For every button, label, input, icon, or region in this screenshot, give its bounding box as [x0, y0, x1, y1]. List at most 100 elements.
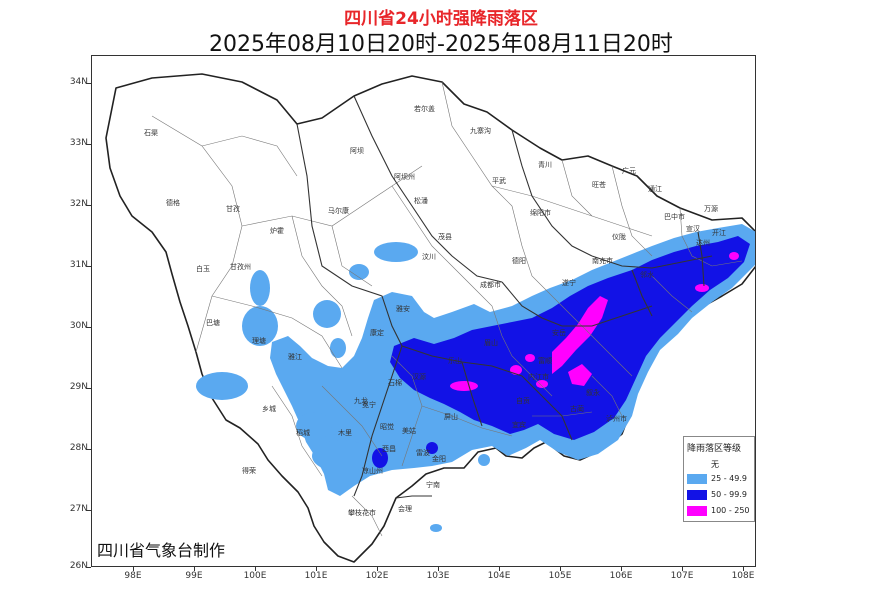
place-label: 汉源: [412, 373, 426, 381]
legend-swatch-50-99: [687, 490, 707, 500]
place-label: 仪陇: [612, 233, 626, 241]
legend-label-none: 无: [711, 460, 719, 469]
place-label: 绵阳市: [530, 209, 551, 217]
lat-label-30N: 30N: [69, 321, 88, 331]
place-label: 富顺: [538, 357, 552, 365]
lat-label-26N: 26N: [69, 561, 88, 571]
place-label: 昭觉: [380, 423, 394, 431]
place-label: 叙永: [586, 389, 600, 397]
place-label: 自贡: [516, 397, 530, 405]
place-label: 阿坝: [350, 147, 364, 155]
lon-label-102E: 102E: [365, 571, 389, 581]
place-label: 安岳: [552, 329, 566, 337]
place-label: 康定: [370, 329, 384, 337]
legend-swatch-100-250: [687, 506, 707, 516]
lat-tick: [87, 567, 91, 568]
place-label: 松潘: [414, 197, 428, 205]
place-label: 眉山: [484, 339, 498, 347]
lat-label-27N: 27N: [69, 504, 88, 514]
lon-tick: [682, 567, 683, 571]
place-label: 美姑: [402, 427, 416, 435]
place-label: 茂县: [438, 233, 452, 241]
place-label: 开江: [712, 229, 726, 237]
legend-label-25-49: 25 - 49.9: [711, 474, 747, 483]
lon-tick: [194, 567, 195, 571]
lat-tick: [87, 83, 91, 84]
legend-swatch-none: [687, 460, 707, 470]
lat-tick: [87, 266, 91, 267]
place-label: 巴塘: [206, 319, 220, 327]
map-title: 四川省24小时强降雨落区: [344, 9, 538, 29]
lon-label-98E: 98E: [124, 571, 142, 581]
place-label: 雅江: [288, 353, 302, 361]
place-label: 甘孜: [226, 205, 240, 213]
place-label: 理塘: [252, 337, 266, 345]
place-label: 旺苍: [592, 181, 606, 189]
place-label: 南充市: [592, 257, 613, 265]
place-label: 石棉: [388, 379, 402, 387]
place-label: 阿坝州: [394, 173, 415, 181]
lat-tick: [87, 388, 91, 389]
producer-credit: 四川省气象台制作: [97, 541, 226, 560]
lon-tick: [499, 567, 500, 571]
place-label: 汶川: [422, 253, 436, 261]
lat-label-29N: 29N: [69, 382, 88, 392]
lat-tick: [87, 205, 91, 206]
place-label: 乡城: [262, 405, 276, 413]
place-label: 乐山: [448, 357, 462, 365]
place-label: 金阳: [432, 455, 446, 463]
place-label: 泸州市: [606, 415, 627, 423]
lon-tick: [743, 567, 744, 571]
place-label: 炉霍: [270, 227, 284, 235]
lon-tick: [316, 567, 317, 571]
lon-tick: [377, 567, 378, 571]
place-label: 九寨沟: [470, 127, 491, 135]
county-boundaries: [151, 81, 743, 537]
place-label: 成都市: [480, 281, 501, 289]
lon-label-103E: 103E: [426, 571, 450, 581]
lon-label-107E: 107E: [670, 571, 694, 581]
lon-tick: [438, 567, 439, 571]
legend-item-50-99: 50 - 99.9: [687, 489, 753, 501]
place-label: 宁南: [426, 481, 440, 489]
place-label: 木里: [338, 429, 352, 437]
place-label: 甘孜州: [230, 263, 251, 271]
place-label: 马尔康: [328, 207, 349, 215]
place-label: 德格: [166, 199, 180, 207]
place-label: 凉山州: [362, 467, 383, 475]
lon-label-105E: 105E: [548, 571, 572, 581]
lon-tick: [621, 567, 622, 571]
lon-tick: [560, 567, 561, 571]
place-label: 德阳: [512, 257, 526, 265]
lon-tick: [255, 567, 256, 571]
map-subtitle: 2025年08月10日20时-2025年08月11日20时: [209, 32, 673, 57]
place-label: 巴中市: [664, 213, 685, 221]
legend-label-100-250: 100 - 250: [711, 506, 750, 515]
lon-label-106E: 106E: [609, 571, 633, 581]
legend-label-50-99: 50 - 99.9: [711, 490, 747, 499]
place-label: 雷波: [416, 449, 430, 457]
place-label: 九龙: [354, 397, 368, 405]
place-label: 宜宾: [512, 421, 526, 429]
legend-item-25-49: 25 - 49.9: [687, 473, 753, 485]
place-label: 广元: [622, 167, 636, 175]
legend-swatch-25-49: [687, 474, 707, 484]
place-label: 攀枝花市: [348, 509, 376, 517]
lat-tick: [87, 510, 91, 511]
place-label: 邻水: [640, 271, 654, 279]
legend: 降雨落区等级 无 25 - 49.9 50 - 99.9 100 - 250: [683, 436, 755, 522]
place-label: 屏山: [444, 413, 458, 421]
lon-label-108E: 108E: [731, 571, 755, 581]
place-label: 内江市: [528, 373, 549, 381]
lat-label-34N: 34N: [69, 77, 88, 87]
place-label: 通江: [648, 185, 662, 193]
lon-label-100E: 100E: [243, 571, 267, 581]
place-label: 西昌: [382, 445, 396, 453]
place-label: 石渠: [144, 129, 158, 137]
sichuan-rainfall-map: [105, 73, 755, 563]
place-label: 遂宁: [562, 279, 576, 287]
lon-label-101E: 101E: [304, 571, 328, 581]
place-label: 古蔺: [570, 405, 584, 413]
legend-item-100-250: 100 - 250: [687, 505, 753, 517]
place-label: 冕宁: [362, 401, 376, 409]
